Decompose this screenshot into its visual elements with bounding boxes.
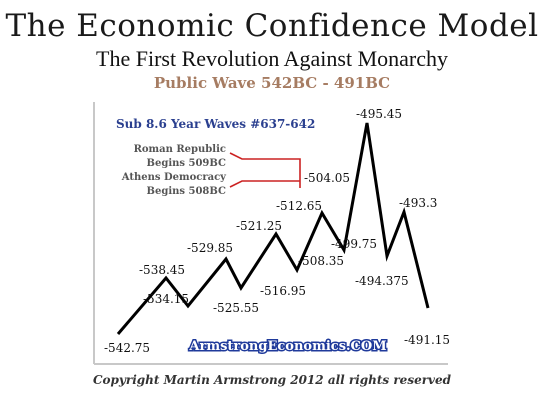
turning-point-label: -504.05 <box>304 171 350 185</box>
annotation-athens-democracy: Athens Democracy Begins 508BC <box>121 172 227 197</box>
annotation-line-1: Athens Democracy <box>121 172 227 183</box>
wave-period-label: Public Wave 542BC - 491BC <box>154 74 390 92</box>
turning-point-label: -538.45 <box>139 263 185 277</box>
annotation-line-1: Roman Republic <box>134 144 226 155</box>
figure-subtitle: The First Revolution Against Monarchy <box>96 46 448 71</box>
annotation-roman-republic: Roman Republic Begins 509BC <box>134 144 226 169</box>
connector-athens-democracy <box>229 180 300 188</box>
connector-roman-republic <box>229 152 301 188</box>
turning-point-label: -493.3 <box>399 196 437 210</box>
figure-title: The Economic Confidence Model <box>5 8 538 44</box>
annotation-connectors <box>229 152 301 188</box>
copyright-notice: Copyright Martin Armstrong 2012 all righ… <box>93 373 452 387</box>
label-layer: -542.75 -538.45 -534.15 -529.85 -525.55 -521.… <box>104 107 450 355</box>
site-watermark: ArmstrongEconomics.COM <box>188 339 386 354</box>
turning-point-label: -494.375 <box>355 274 409 288</box>
turning-point-label: -499.75 <box>331 237 377 251</box>
annotation-line-2: Begins 509BC <box>147 158 226 169</box>
turning-point-label: -521.25 <box>236 219 282 233</box>
sub-wave-note: Sub 8.6 Year Waves #637-642 <box>116 117 315 131</box>
annotation-line-2: Begins 508BC <box>147 186 226 197</box>
turning-point-label: -508.35 <box>298 254 344 268</box>
turning-point-label: -525.55 <box>213 301 259 315</box>
turning-point-label: -534.15 <box>143 292 189 306</box>
series-layer <box>116 122 430 335</box>
turning-point-label: -516.95 <box>260 284 306 298</box>
turning-point-label: -529.85 <box>187 241 233 255</box>
turning-point-label: -491.15 <box>404 333 450 347</box>
turning-point-label: -495.45 <box>356 107 402 121</box>
turning-point-label: -512.65 <box>276 199 322 213</box>
turning-point-label: -542.75 <box>104 341 150 355</box>
chart-frame <box>93 102 448 365</box>
